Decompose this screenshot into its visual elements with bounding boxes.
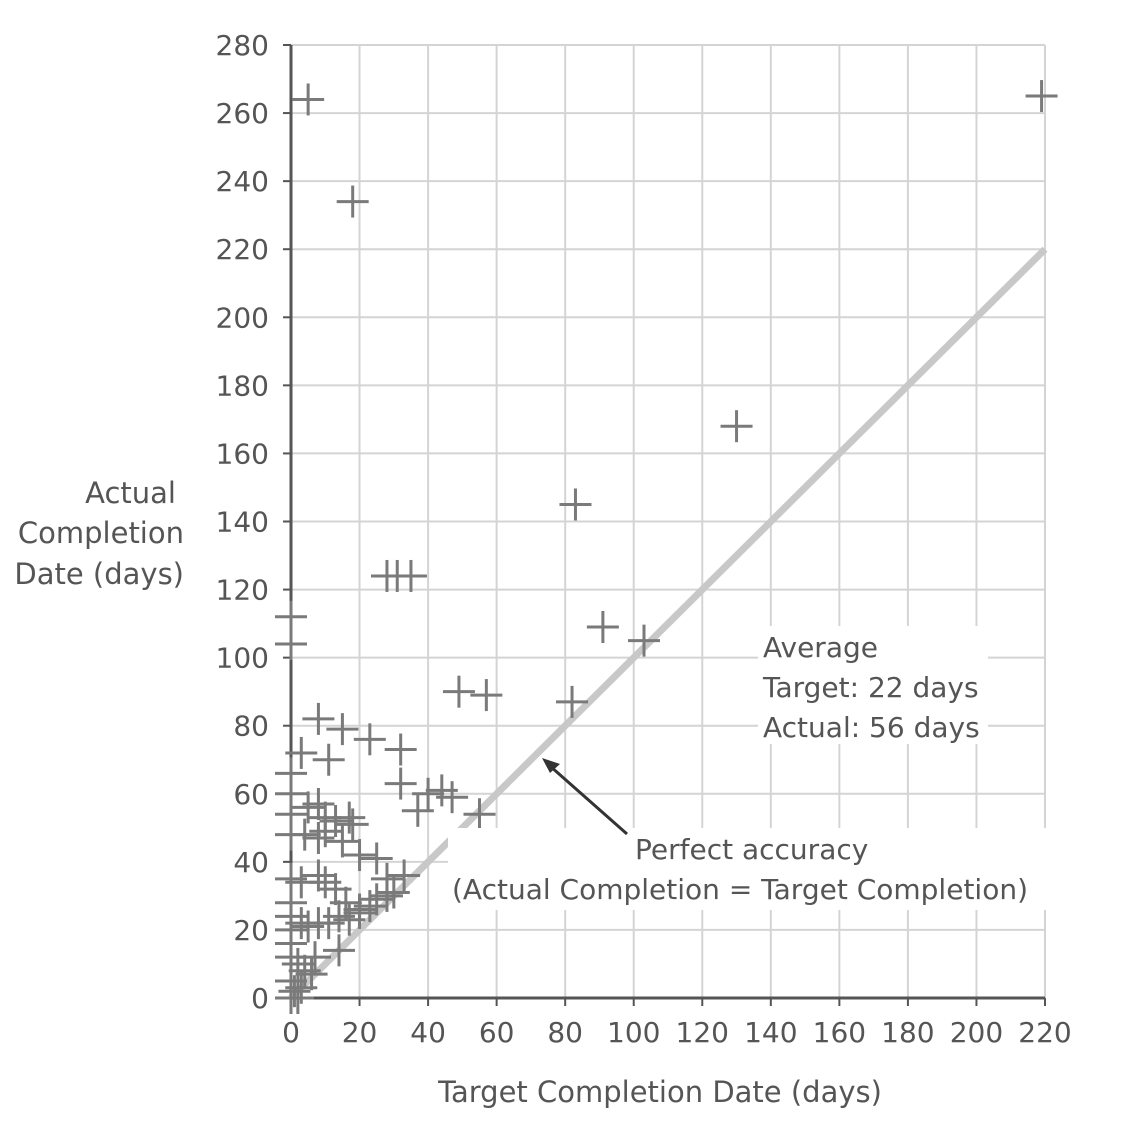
data-point — [288, 818, 321, 851]
data-point — [343, 839, 376, 872]
data-point — [326, 713, 359, 746]
tick-labels: 0 20 40 60 80 100 120 140 160 180 200 220 0 20 40 60 80 1… — [216, 29, 1072, 1049]
data-point — [336, 185, 369, 218]
data-point — [720, 410, 753, 443]
y-tick-label: 200 — [216, 301, 269, 334]
data-point — [302, 859, 335, 892]
x-tick-label: 0 — [282, 1016, 300, 1049]
y-tick-label: 220 — [216, 233, 269, 266]
y-tick-label: 0 — [251, 982, 269, 1015]
data-point — [326, 825, 359, 858]
data-point — [384, 733, 417, 766]
x-tick-label: 160 — [813, 1016, 866, 1049]
y-tick-label: 240 — [216, 165, 269, 198]
average-annotation: Average Target: 22 days Actual: 56 days — [758, 626, 988, 744]
data-point — [559, 488, 592, 521]
arrow-line — [549, 764, 628, 836]
data-point — [463, 798, 496, 831]
data-point — [628, 624, 661, 657]
x-tick-label: 40 — [410, 1016, 446, 1049]
y-axis-label: Actual Completion Date (days) — [14, 476, 184, 591]
data-point — [336, 808, 369, 841]
data-point — [1025, 80, 1058, 113]
data-point — [285, 736, 318, 769]
x-tick-label: 140 — [744, 1016, 797, 1049]
data-point — [470, 679, 503, 712]
data-point — [333, 801, 366, 834]
data-point — [281, 982, 314, 1014]
data-point — [442, 675, 475, 708]
x-tick-label: 180 — [881, 1016, 934, 1049]
data-point — [302, 822, 335, 855]
y-tick-label: 120 — [216, 574, 269, 607]
data-point — [377, 876, 410, 909]
data-point — [312, 743, 345, 776]
data-point — [275, 600, 307, 633]
data-point — [394, 559, 427, 592]
y-axis-label-line: Completion — [18, 516, 184, 550]
arrow-head-icon — [542, 758, 560, 773]
data-point — [556, 685, 589, 718]
x-tick-label: 200 — [950, 1016, 1003, 1049]
data-point — [278, 975, 311, 1008]
data-point — [353, 723, 386, 756]
data-point — [388, 859, 421, 892]
x-axis-label: Target Completion Date (days) — [437, 1075, 882, 1109]
data-point — [401, 794, 434, 827]
perfect-accuracy-annotation: Perfect accuracy (Actual Completion = Ta… — [448, 758, 1053, 910]
x-tick-label: 120 — [676, 1016, 729, 1049]
y-tick-label: 160 — [216, 437, 269, 470]
data-point — [436, 781, 469, 814]
perfect-line: (Actual Completion = Target Completion) — [452, 873, 1028, 906]
y-tick-label: 20 — [233, 914, 269, 947]
y-tick-label: 180 — [216, 369, 269, 402]
data-point — [412, 777, 445, 810]
y-tick-label: 140 — [216, 506, 269, 539]
y-tick-label: 260 — [216, 97, 269, 130]
data-point — [275, 628, 307, 661]
data-point — [309, 815, 342, 848]
data-point — [343, 896, 376, 929]
perfect-line: Perfect accuracy — [635, 833, 868, 866]
data-point — [370, 879, 403, 912]
x-tick-label: 100 — [607, 1016, 660, 1049]
x-tick-label: 20 — [342, 1016, 378, 1049]
y-axis-label-line: Actual — [85, 476, 176, 510]
data-point — [384, 767, 417, 800]
perfect-accuracy-line — [288, 246, 1048, 1001]
y-tick-label: 40 — [233, 846, 269, 879]
x-tick-label: 80 — [547, 1016, 583, 1049]
data-point — [292, 83, 325, 116]
data-point — [322, 934, 355, 967]
y-tick-label: 60 — [233, 778, 269, 811]
y-tick-label: 280 — [216, 29, 269, 62]
y-axis-label-line: Date (days) — [14, 557, 184, 591]
data-point — [586, 611, 619, 644]
average-line: Average — [763, 631, 878, 664]
average-line: Actual: 56 days — [763, 711, 980, 744]
data-point — [360, 842, 393, 875]
y-tick-label: 80 — [233, 710, 269, 743]
x-tick-label: 220 — [1018, 1016, 1071, 1049]
average-line: Target: 22 days — [762, 671, 979, 704]
data-point — [302, 702, 335, 735]
x-tick-label: 60 — [479, 1016, 515, 1049]
data-point — [302, 787, 335, 820]
y-tick-label: 100 — [216, 642, 269, 675]
data-points — [275, 80, 1058, 1014]
